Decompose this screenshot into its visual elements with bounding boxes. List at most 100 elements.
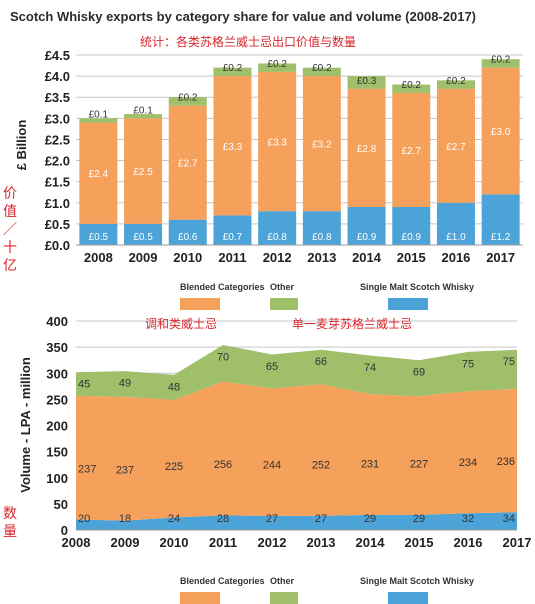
bar-value-label: £2.5: [133, 167, 153, 178]
area-value-label: 27: [266, 513, 278, 525]
y-tick-label: £2.0: [45, 154, 70, 169]
area-value-label: 49: [119, 378, 131, 390]
bar-other-2013: [302, 67, 341, 77]
area-value-label: 75: [462, 358, 474, 370]
bar-value-label: £3.3: [223, 142, 243, 153]
bar-other-2009: [124, 114, 163, 119]
area-value-label: 225: [165, 461, 183, 473]
x-tick-label: 2014: [352, 250, 382, 265]
x-tick-label: 2016: [454, 535, 483, 550]
area-value-label: 29: [413, 513, 425, 525]
x-tick-label: 2015: [397, 250, 426, 265]
y-axis-title-cn-char: 量: [3, 524, 17, 540]
area-value-label: 34: [503, 513, 515, 525]
bar-blended-2008: [79, 122, 118, 224]
y-tick-label: 100: [46, 471, 68, 486]
bar-value-label: £0.6: [178, 232, 198, 243]
bar-single-malt-2014: [347, 207, 386, 245]
area-value-label: 28: [217, 513, 229, 525]
x-tick-label: 2008: [62, 535, 91, 550]
area-value-label: 32: [462, 513, 474, 525]
y-tick-label: £3.5: [45, 90, 70, 105]
x-tick-label: 2014: [356, 535, 386, 550]
bar-value-label: £0.2: [178, 93, 198, 104]
area-value-label: 237: [116, 464, 134, 476]
y-tick-label: £2.5: [45, 132, 70, 147]
bar-value-label: £0.2: [223, 63, 243, 74]
y-tick-label: £0.5: [45, 217, 70, 232]
area-blended: [76, 381, 517, 521]
top-legend-label: Blended Categories: [180, 282, 265, 292]
bar-single-malt-2008: [79, 223, 118, 245]
x-tick-label: 2016: [441, 250, 470, 265]
bottom-legend-swatch-single-malt: [388, 592, 428, 604]
y-tick-label: 350: [46, 340, 68, 355]
area-value-label: 48: [168, 381, 180, 393]
bar-value-label: £2.7: [402, 146, 422, 157]
bar-blended-2016: [436, 88, 475, 203]
x-tick-label: 2012: [263, 250, 292, 265]
bar-value-label: £2.8: [357, 144, 377, 155]
bottom-legend-label: Other: [270, 576, 295, 586]
bar-value-label: £3.3: [267, 138, 287, 149]
y-tick-label: 150: [46, 445, 68, 460]
area-value-label: 237: [78, 463, 96, 475]
y-tick-label: 200: [46, 419, 68, 434]
x-tick-label: 2010: [173, 250, 202, 265]
y-tick-label: £3.0: [45, 111, 70, 126]
area-value-label: 231: [361, 459, 379, 471]
x-tick-label: 2015: [405, 535, 434, 550]
area-single-malt: [76, 512, 517, 530]
area-value-label: 252: [312, 460, 330, 472]
bar-value-label: £0.2: [446, 76, 466, 87]
x-tick-label: 2009: [111, 535, 140, 550]
bar-single-malt-2017: [481, 194, 520, 245]
x-tick-label: 2017: [486, 250, 515, 265]
x-tick-label: 2011: [209, 535, 237, 550]
bar-other-2008: [79, 118, 118, 123]
bar-value-label: £0.9: [357, 232, 377, 243]
bar-value-label: £3.2: [312, 140, 332, 151]
y-axis-title-cn-char: 值: [3, 204, 17, 220]
area-value-label: 234: [459, 457, 477, 469]
x-tick-label: 2010: [160, 535, 189, 550]
bar-single-malt-2009: [124, 223, 163, 245]
y-axis-title-cn-char: ／: [3, 222, 17, 238]
bar-value-label: £0.3: [357, 76, 377, 87]
bar-value-label: £0.1: [133, 105, 153, 116]
bar-other-2017: [481, 59, 520, 68]
bar-other-2015: [392, 84, 431, 93]
area-value-label: 24: [168, 513, 180, 525]
chinese-subtitle: 统计：各类苏格兰威士忌出口价值与数量: [140, 34, 356, 49]
x-tick-label: 2008: [84, 250, 113, 265]
bar-value-label: £2.4: [89, 169, 109, 180]
bar-other-2011: [213, 67, 252, 77]
bar-blended-2009: [124, 118, 163, 224]
area-value-label: 244: [263, 460, 281, 472]
y-axis-title: Volume - LPA - million: [18, 357, 33, 493]
bar-blended-2014: [347, 88, 386, 207]
bar-value-label: £0.8: [312, 232, 332, 243]
bar-value-label: £0.1: [89, 110, 109, 121]
y-tick-label: 250: [46, 392, 68, 407]
chart-title: Scotch Whisky exports by category share …: [10, 9, 476, 24]
bar-blended-2010: [168, 105, 207, 220]
bar-value-label: £0.9: [402, 232, 422, 243]
bottom-legend-label: Blended Categories: [180, 576, 265, 586]
area-value-label: 66: [315, 356, 327, 368]
bar-other-2012: [258, 63, 297, 72]
bar-value-label: £0.5: [89, 232, 109, 243]
bar-single-malt-2012: [258, 211, 297, 245]
y-tick-label: £4.5: [45, 48, 70, 63]
x-tick-label: 2009: [129, 250, 158, 265]
y-tick-label: £1.5: [45, 175, 70, 190]
bar-single-malt-2015: [392, 207, 431, 245]
value-bar-chart: £0.0 £0.5 £1.0 £1.5 £2.0 £2.5 £3.0 £3.5 £4.0 £4.5…: [3, 48, 523, 310]
area-value-label: 227: [410, 459, 428, 471]
area-value-label: 74: [364, 362, 376, 374]
bottom-legend-label: Single Malt Scotch Whisky: [360, 576, 474, 586]
x-tick-label: 2012: [258, 535, 287, 550]
volume-area-chart: 0 50 100 150 200 250 300 350 400 20 18 24 28 27 27 29 29…: [3, 314, 531, 604]
y-axis-title-cn-char: 数: [3, 506, 17, 522]
